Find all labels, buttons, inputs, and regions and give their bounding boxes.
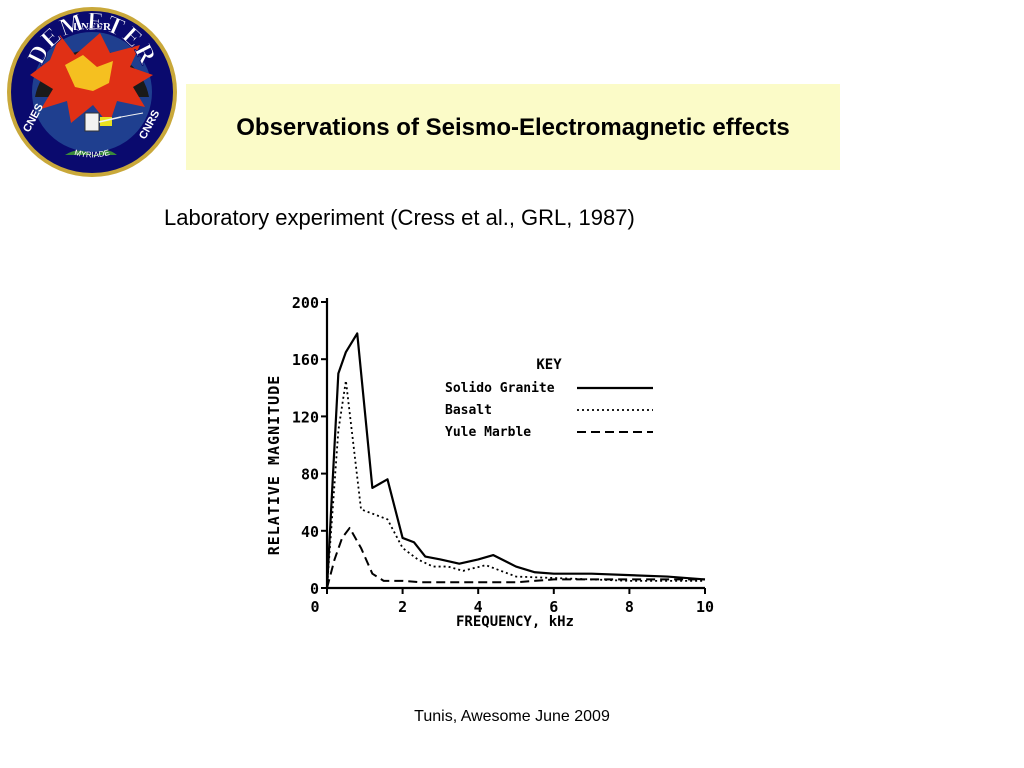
satellite-icon — [84, 112, 144, 132]
x-tick-label: 0 — [310, 598, 319, 616]
y-tick-label: 40 — [301, 523, 319, 541]
legend-label: Yule Marble — [445, 425, 531, 440]
x-tick-label: 2 — [398, 598, 407, 616]
y-tick-label: 160 — [292, 351, 319, 369]
logo-bottom-text: MYRIADE — [73, 148, 110, 160]
slide-title: Observations of Seismo-Electromagnetic e… — [236, 113, 790, 141]
svg-text:MYRIADE: MYRIADE — [73, 148, 110, 160]
x-tick-label: 6 — [549, 598, 558, 616]
slide-subtitle: Laboratory experiment (Cress et al., GRL… — [164, 205, 635, 230]
logo-top-text: DNEPR — [73, 21, 112, 33]
y-tick-label: 200 — [292, 294, 319, 312]
legend-label: Basalt — [445, 403, 492, 418]
x-tick-label: 10 — [696, 598, 714, 616]
x-tick-label: 8 — [625, 598, 634, 616]
series-line-3 — [326, 526, 705, 589]
demeter-logo: DNEPR DEMETER CNES CNRS MYRIADE — [7, 7, 177, 177]
y-tick-label: 0 — [310, 580, 319, 598]
legend-title: KEY — [536, 357, 562, 373]
chart-legend: KEY Solido Granite Basalt Yule Marble — [445, 357, 653, 440]
y-tick-label: 80 — [301, 466, 319, 484]
y-tick-label: 120 — [292, 408, 319, 426]
title-box: Observations of Seismo-Electromagnetic e… — [186, 84, 840, 170]
chart-axes — [325, 298, 705, 590]
slide-footer: Tunis, Awesome June 2009 — [414, 708, 610, 725]
y-axis-label: RELATIVE MAGNITUDE — [265, 375, 283, 556]
legend-label: Solido Granite — [445, 381, 555, 396]
series-line-2 — [326, 379, 705, 589]
x-axis-label: FREQUENCY, kHz — [456, 614, 574, 630]
chart-series — [325, 332, 706, 589]
x-tick-label: 4 — [474, 598, 483, 616]
series-line-1 — [325, 332, 706, 589]
burst-icon — [30, 33, 153, 125]
chart-ticks: 0 40 80 120 160 200 0 2 4 6 8 10 — [292, 294, 714, 616]
frequency-chart: 0 40 80 120 160 200 0 2 4 6 8 10 RELATIVE MAGNITUDE… — [265, 294, 714, 630]
